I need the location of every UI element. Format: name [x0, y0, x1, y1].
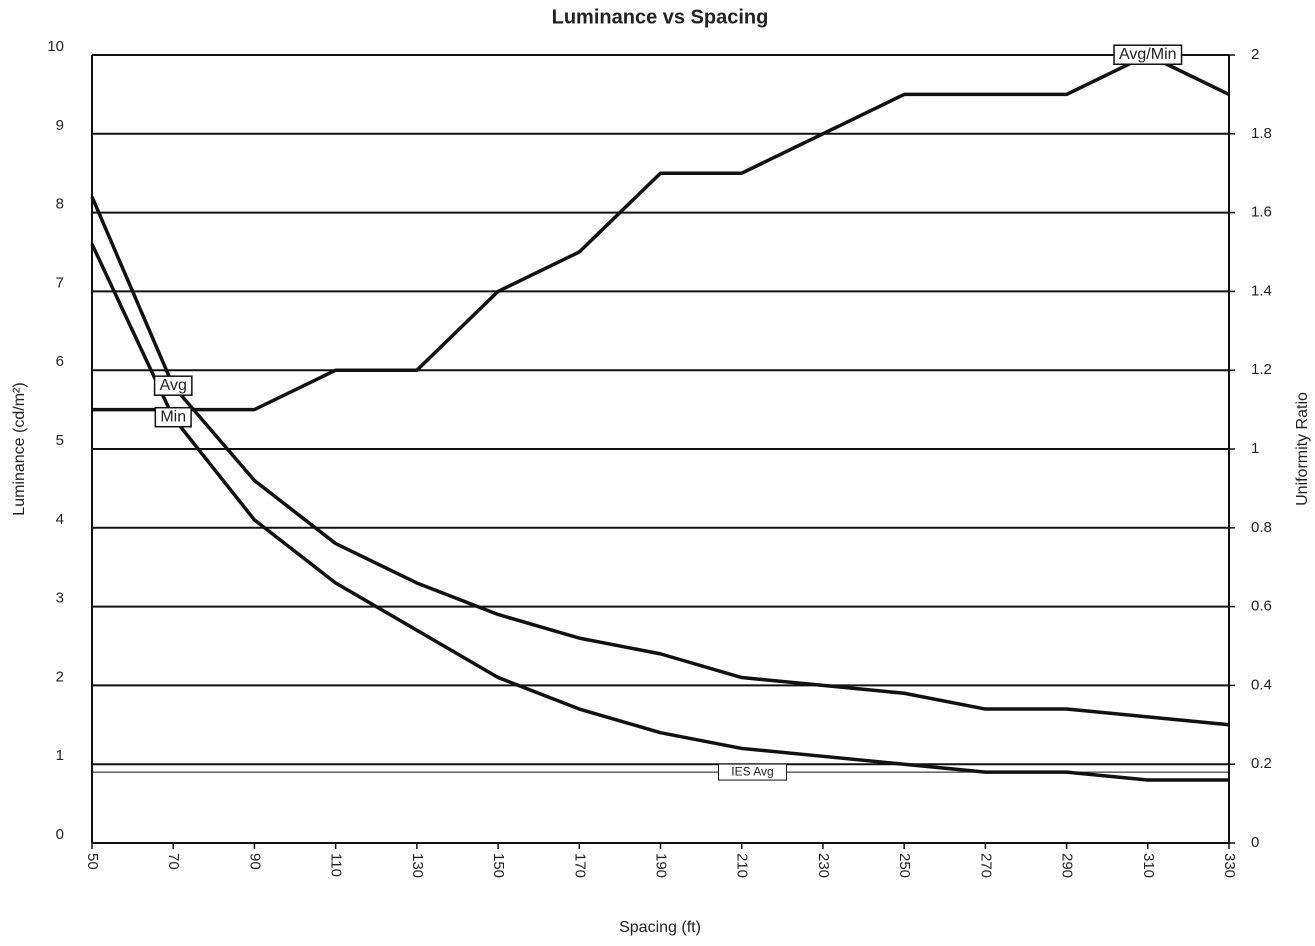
y2-tick-label: 1.2	[1251, 361, 1272, 378]
y-tick-label: 0	[56, 826, 64, 843]
x-tick-label: 310	[1140, 853, 1157, 878]
series-label-text: Avg/Min	[1119, 46, 1177, 63]
series-label: Avg	[153, 375, 193, 396]
series-label-box	[154, 406, 192, 428]
series-label-text: Avg	[160, 377, 187, 394]
y-tick-label: 2	[56, 668, 64, 685]
reference-label: IES Avg	[731, 764, 773, 778]
y-tick-label: 9	[56, 117, 64, 134]
series-line	[90, 196, 1230, 727]
chart-title: Luminance vs Spacing	[552, 6, 769, 28]
y2-tick-label: 1.4	[1251, 282, 1272, 299]
y-tick-label: 6	[56, 353, 64, 370]
y-axis-title: Luminance (cd/m²)	[11, 382, 28, 515]
series-label-box	[1113, 44, 1183, 65]
series-label-box	[153, 375, 193, 396]
x-tick-label: 150	[490, 853, 507, 878]
y2-tick-label: 2	[1251, 46, 1259, 63]
y2-axis-title: Uniformity Ratio	[1294, 392, 1311, 506]
x-tick-label: 330	[1221, 853, 1238, 878]
x-tick-label: 90	[246, 853, 263, 870]
series-label: Avg/Min	[1113, 44, 1183, 65]
y-tick-label: 10	[47, 38, 64, 55]
y2-tick-label: 1.6	[1251, 204, 1272, 221]
x-tick-label: 170	[571, 853, 588, 878]
x-tick-label: 290	[1059, 853, 1076, 878]
y-tick-label: 8	[56, 196, 64, 213]
x-tick-label: 70	[165, 853, 182, 870]
x-tick-label: 190	[653, 853, 670, 878]
y-tick-label: 4	[56, 511, 64, 528]
series-line	[90, 243, 1229, 782]
y2-tick-label: 0.2	[1251, 755, 1272, 772]
y2-tick-label: 1.8	[1251, 125, 1272, 142]
y2-tick-label: 1	[1251, 440, 1259, 457]
y-tick-label: 7	[56, 274, 64, 291]
x-tick-label: 50	[84, 853, 101, 870]
y2-tick-label: 0	[1251, 834, 1259, 851]
y-tick-label: 1	[56, 747, 64, 764]
y2-tick-label: 0.6	[1251, 598, 1272, 615]
series-line	[92, 53, 1230, 412]
x-tick-label: 130	[409, 853, 426, 878]
reference-label-box	[718, 763, 787, 781]
y2-tick-label: 0.8	[1251, 519, 1272, 536]
x-axis-title: Spacing (ft)	[619, 919, 701, 936]
y-tick-label: 5	[56, 432, 64, 449]
x-tick-label: 110	[328, 853, 345, 877]
x-tick-label: 270	[977, 853, 994, 878]
y2-tick-label: 0.4	[1251, 676, 1272, 693]
x-tick-label: 230	[815, 853, 832, 878]
y-tick-label: 3	[56, 590, 64, 607]
x-tick-label: 210	[734, 853, 751, 878]
series-label: Min	[154, 406, 192, 428]
series-label-text: Min	[160, 409, 186, 426]
x-tick-label: 250	[896, 853, 913, 878]
